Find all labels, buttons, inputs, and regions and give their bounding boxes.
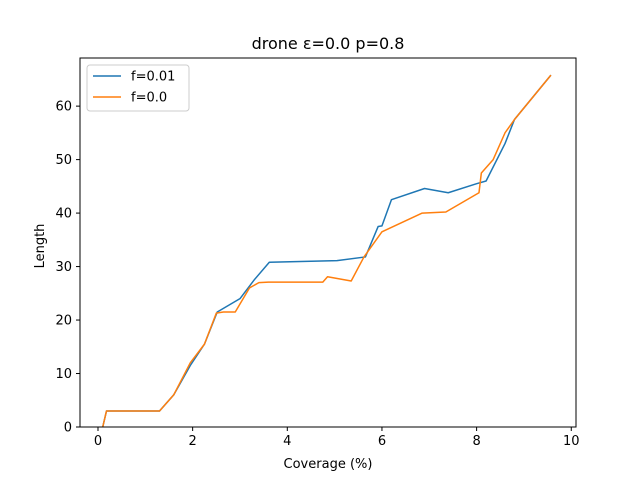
legend-label-0: f=0.01 (131, 70, 175, 85)
y-tick-label: 0 (64, 421, 72, 436)
x-axis-label: Coverage (%) (284, 457, 373, 472)
y-tick-label: 10 (55, 367, 72, 382)
legend: f=0.01 f=0.0 (86, 64, 190, 112)
chart-title: drone ε=0.0 p=0.8 (252, 34, 405, 53)
y-tick-label: 50 (55, 153, 72, 168)
y-tick-label: 30 (55, 260, 72, 275)
x-tick-label: 2 (189, 434, 197, 449)
series-line-0 (101, 74, 552, 428)
y-tick-label: 60 (55, 100, 72, 115)
x-tick-label: 10 (563, 434, 580, 449)
x-axis-ticks: 0 2 4 6 8 10 (94, 427, 580, 449)
x-tick-label: 8 (472, 434, 480, 449)
plot-lines (101, 74, 552, 428)
x-tick-label: 0 (94, 434, 102, 449)
series-line-1 (101, 74, 552, 428)
y-tick-label: 20 (55, 314, 72, 329)
y-axis-label: Length (33, 224, 48, 269)
legend-label-1: f=0.0 (131, 91, 167, 106)
y-tick-label: 40 (55, 207, 72, 222)
y-axis-ticks: 0 10 20 30 40 50 60 (55, 100, 80, 436)
plot-frame (79, 57, 577, 428)
x-tick-label: 4 (283, 434, 291, 449)
x-tick-label: 6 (378, 434, 386, 449)
